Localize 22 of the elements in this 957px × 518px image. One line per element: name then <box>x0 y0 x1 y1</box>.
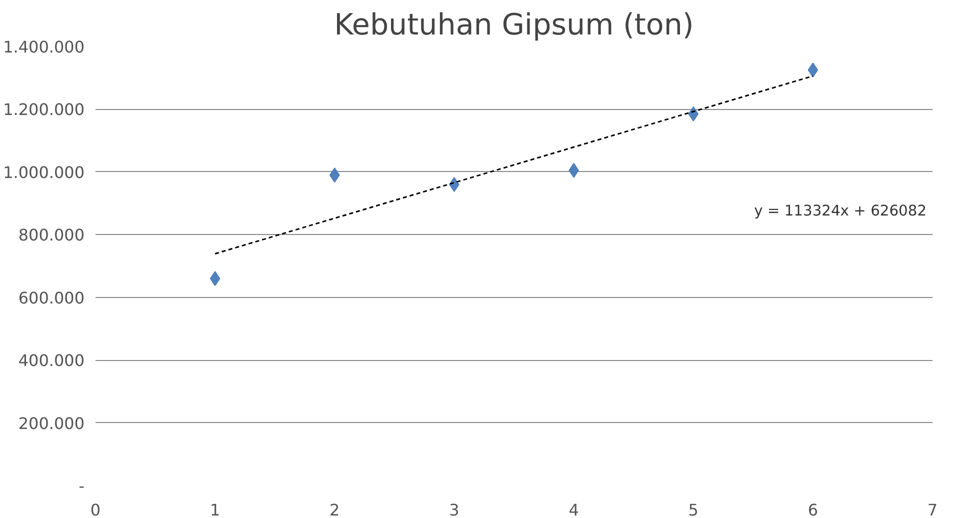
point <box>210 271 220 286</box>
x-tick-label: 1 <box>210 500 220 518</box>
x-tick-label: 2 <box>330 500 340 518</box>
x-tick-label: 0 <box>90 500 101 518</box>
y-tick-label: 1.400.000 <box>3 38 85 56</box>
chart-title: Kebutuhan Gipsum (ton) <box>334 8 694 42</box>
y-tick-label: 200.000 <box>18 414 85 433</box>
annotation: y = 113324x + 626082 <box>754 202 927 220</box>
y-tick-label: - <box>78 476 85 496</box>
x-tick-label: 6 <box>808 500 818 518</box>
point <box>329 168 340 183</box>
x-tick-label: 4 <box>568 500 579 518</box>
y-tick-label: 1.000.000 <box>3 162 85 182</box>
x-tick-label: 7 <box>927 500 938 518</box>
y-tick-label: 600.000 <box>18 288 85 308</box>
x-tick-label: 5 <box>688 500 698 518</box>
y-tick-label: 1.200.000 <box>3 100 85 120</box>
y-tick-label: 800.000 <box>18 226 85 245</box>
point <box>808 62 818 78</box>
y-tick-label: 400.000 <box>18 351 85 370</box>
point <box>688 106 699 122</box>
x-tick-label: 3 <box>449 500 460 518</box>
